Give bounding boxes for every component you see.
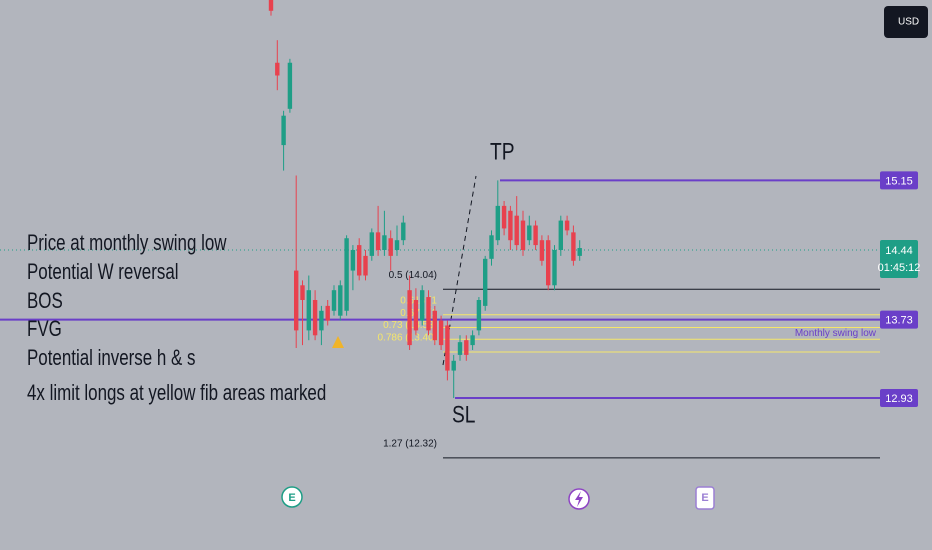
candle-body — [527, 225, 532, 241]
candle-body — [451, 360, 456, 371]
currency-button[interactable] — [884, 6, 928, 38]
candle-body — [268, 0, 274, 11]
earnings-label[interactable]: E — [288, 492, 295, 504]
candle-body — [300, 285, 305, 300]
tp-label: TP — [490, 137, 515, 165]
candle-body — [344, 238, 349, 311]
candle-body — [501, 205, 507, 229]
price-label: 13.73 — [885, 315, 913, 327]
candle-body — [571, 232, 576, 261]
fib-label: 0.5 (14.04) — [389, 270, 437, 281]
event-label[interactable]: E — [701, 492, 708, 504]
candle-body — [464, 340, 469, 355]
candle-body — [350, 250, 356, 271]
candle-body — [338, 285, 343, 316]
candle-body — [294, 270, 299, 331]
candle-body — [413, 300, 419, 331]
fib-label: 1.27 (12.32) — [383, 438, 437, 449]
last-price-box — [880, 240, 918, 278]
candle-body — [281, 115, 286, 146]
alert-icon — [332, 336, 344, 348]
fib-label: 0.674 (1 — [400, 308, 437, 319]
last-price-label: 14.44 — [885, 245, 913, 257]
candle-body — [306, 290, 311, 331]
candle-body — [357, 245, 362, 276]
note-line: Potential inverse h & s — [27, 346, 196, 371]
note-line: Potential W reversal — [27, 260, 179, 285]
price-label: 15.15 — [885, 175, 913, 187]
sl-label: SL — [452, 400, 475, 428]
countdown: 01:45:12 — [878, 262, 921, 274]
note-line: FVG — [27, 317, 62, 342]
candle-body — [420, 290, 425, 321]
candle-body — [325, 305, 330, 321]
candle-body — [369, 232, 374, 256]
note-line: 4x limit longs at yellow fib areas marke… — [27, 381, 326, 406]
candle-body — [407, 290, 412, 346]
price-label-box — [880, 310, 918, 329]
candle-body — [363, 255, 368, 276]
candle-body — [401, 222, 406, 241]
note-line: Price at monthly swing low — [27, 231, 227, 256]
candle-body — [470, 335, 475, 346]
price-label: 12.93 — [885, 393, 913, 405]
candle-body — [483, 258, 488, 306]
lightning — [575, 491, 583, 507]
price-label-box — [880, 171, 918, 190]
note-line: BOS — [27, 289, 63, 314]
candle-body — [539, 240, 545, 261]
candle-body — [445, 325, 450, 371]
candle-body — [558, 220, 563, 250]
candle-body — [438, 320, 444, 346]
candle-body — [577, 248, 582, 256]
notes: Price at monthly swing low Potential W re… — [27, 231, 326, 406]
fib-label: 0.786 (13.40) — [378, 333, 438, 344]
swing-label: Monthly swing low — [795, 328, 877, 339]
candle-body — [476, 300, 482, 331]
price-label-box — [880, 389, 918, 408]
candle-body — [520, 220, 526, 250]
candle-body — [564, 220, 570, 231]
candle-body — [319, 310, 324, 331]
candle-body — [457, 342, 463, 355]
candle-body — [489, 235, 494, 259]
event-icon[interactable] — [695, 486, 715, 510]
candle-body — [312, 300, 318, 336]
candle-body — [432, 310, 437, 341]
candle-body — [508, 210, 513, 241]
candle-body — [275, 62, 280, 76]
currency-label[interactable]: USD — [898, 17, 919, 28]
candle-body — [552, 250, 557, 286]
candle-body — [375, 232, 381, 250]
candle-body — [394, 240, 400, 250]
candle-body — [546, 240, 551, 286]
candle-body — [533, 225, 538, 246]
earnings-icon[interactable] — [281, 486, 303, 508]
candle-body — [382, 235, 387, 250]
candle-body — [495, 205, 500, 241]
candle-body — [331, 290, 337, 311]
candle-body — [388, 238, 393, 256]
candle-body — [514, 215, 519, 246]
candle-body — [426, 297, 431, 331]
fib-label: 0.618 (1 — [400, 295, 437, 306]
candle-body — [287, 62, 293, 109]
